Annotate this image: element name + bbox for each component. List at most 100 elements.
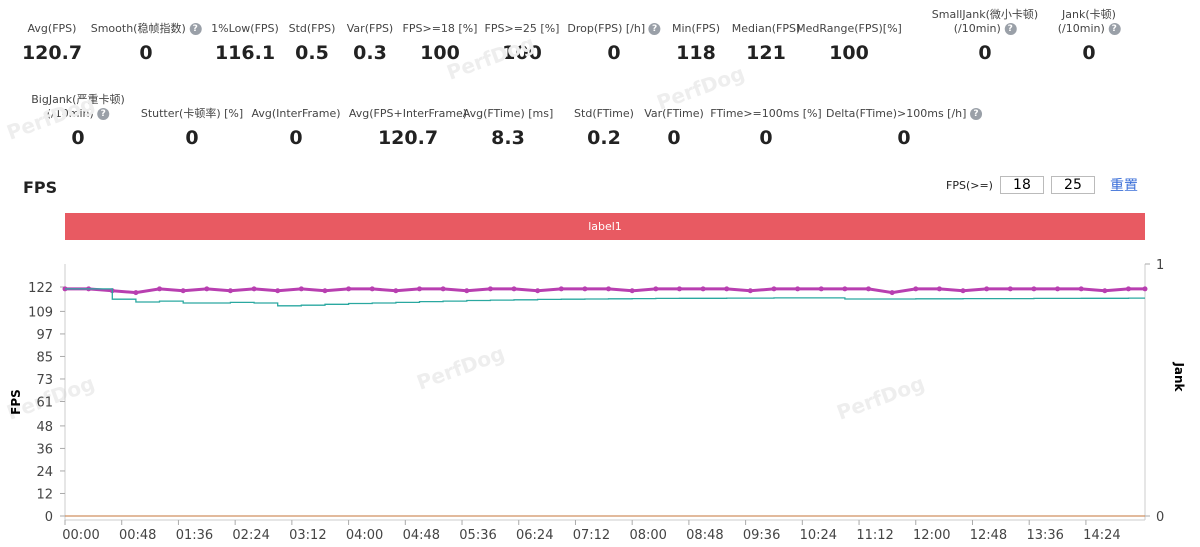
x-tick-label: 01:36 [176, 528, 213, 543]
fps-point [889, 290, 895, 296]
metric-value: 121 [746, 42, 786, 64]
help-icon[interactable]: ? [969, 108, 982, 120]
x-tick-label: 03:12 [289, 528, 326, 543]
fps-point [464, 288, 470, 294]
metric-metrics_row2-6: Var(FTime) 0 [644, 107, 704, 149]
metric-label: Min(FPS) [671, 22, 721, 35]
metric-value: 0 [289, 127, 303, 149]
metric-metrics_row1-7: Drop(FPS) [/h] ? 0 [567, 22, 661, 64]
series-line-1%Low(FPS) [65, 288, 1145, 307]
watermark: PerfDog [414, 341, 508, 395]
metric-label: Drop(FPS) [/h] [567, 22, 646, 35]
y2-axis-label: Jank [1172, 361, 1186, 392]
y-tick-label: 122 [28, 281, 53, 296]
metric-value: 0 [667, 127, 681, 149]
help-icon[interactable]: ? [97, 108, 110, 120]
x-tick-label: 05:36 [459, 528, 496, 543]
x-tick-label: 04:48 [403, 528, 440, 543]
label-bar[interactable]: label1 [65, 213, 1145, 240]
metric-value: 8.3 [491, 127, 525, 149]
fps-point [984, 286, 990, 292]
y-tick-label: 73 [36, 373, 53, 388]
x-tick-label: 08:48 [686, 528, 723, 543]
fps-point [724, 286, 730, 292]
fps-point [133, 290, 139, 296]
metric-label: Jank(卡顿) [1062, 8, 1116, 21]
metric-label: FTime>=100ms [%] [710, 107, 822, 120]
fps-point [535, 288, 541, 294]
fps-point [275, 288, 281, 294]
metric-label-unit: (/10min) [46, 107, 94, 120]
help-icon[interactable]: ? [648, 23, 661, 35]
metric-label: Avg(InterFrame) [251, 107, 341, 120]
fps-threshold-control: FPS(>=) 重置 [946, 175, 1138, 195]
metric-value: 120.7 [377, 127, 439, 149]
metric-label: 1%Low(FPS) [211, 22, 279, 35]
watermark: PerfDog [654, 61, 748, 115]
metric-label: Delta(FTime)>100ms [/h] [826, 107, 967, 120]
fps-point [1078, 286, 1084, 292]
fps-point [416, 286, 422, 292]
help-icon[interactable]: ? [1004, 23, 1017, 35]
metric-value: 0 [759, 127, 773, 149]
x-tick-label: 00:00 [62, 528, 99, 543]
reset-button[interactable]: 重置 [1109, 178, 1138, 194]
metric-value: 0 [607, 42, 621, 64]
fps-point [1102, 288, 1108, 294]
metric-metrics_row2-8: Delta(FTime)>100ms [/h] ? 0 [826, 107, 982, 149]
metric-value: 0 [978, 42, 992, 64]
metric-value: 100 [502, 42, 542, 64]
x-tick-label: 00:48 [119, 528, 156, 543]
fps-point [180, 288, 186, 294]
x-tick-label: 08:00 [629, 528, 666, 543]
fps-point [1125, 286, 1131, 292]
x-tick-label: 09:36 [743, 528, 780, 543]
help-icon[interactable]: ? [189, 23, 202, 35]
metric-metrics_row2-5: Std(FTime) 0.2 [574, 107, 634, 149]
metric-metrics_row1-12: Jank(卡顿) (/10min) ? 0 [1058, 8, 1121, 64]
x-tick-label: 07:12 [573, 528, 610, 543]
metric-label: Var(FTime) [644, 107, 704, 120]
metric-label: MedRange(FPS)[%] [796, 22, 902, 35]
fps-point [227, 288, 233, 294]
metric-label: Smooth(稳帧指数) [90, 22, 186, 35]
fps-point [960, 288, 966, 294]
help-icon[interactable]: ? [1108, 23, 1121, 35]
metric-value: 118 [676, 42, 716, 64]
fps-point [606, 286, 612, 292]
fps-point [1055, 286, 1061, 292]
fps-point [204, 286, 210, 292]
metric-value: 0.5 [295, 42, 329, 64]
series-line-FPS [65, 287, 1145, 295]
metric-label: Std(FTime) [574, 107, 634, 120]
watermark: PerfDog [834, 371, 928, 425]
x-tick-label: 10:24 [800, 528, 837, 543]
metric-metrics_row1-8: Min(FPS) 118 [672, 22, 720, 64]
x-tick-label: 12:00 [913, 528, 950, 543]
metric-label: Avg(FPS+InterFrame) [348, 107, 468, 120]
x-tick-label: 14:24 [1083, 528, 1120, 543]
y-tick-label: 109 [28, 305, 53, 320]
fps-threshold-low-input[interactable] [999, 176, 1044, 194]
x-tick-label: 04:00 [346, 528, 383, 543]
metric-value: 0 [897, 127, 911, 149]
fps-point [1142, 286, 1148, 292]
y2-tick-label: 0 [1156, 510, 1164, 525]
fps-point [440, 286, 446, 292]
y-tick-label: 85 [36, 350, 53, 365]
metric-label: FPS>=18 [%] [402, 22, 478, 35]
metric-value: 0.2 [587, 127, 621, 149]
x-tick-label: 02:24 [232, 528, 269, 543]
metric-metrics_row1-0: Avg(FPS) 120.7 [22, 22, 82, 64]
fps-point [322, 288, 328, 294]
y-tick-label: 61 [36, 396, 53, 411]
metric-value: 0 [1082, 42, 1096, 64]
x-tick-label: 11:12 [856, 528, 893, 543]
fps-threshold-high-input[interactable] [1050, 176, 1095, 194]
y-tick-label: 97 [36, 328, 53, 343]
metric-label: Avg(FTime) [ms] [462, 107, 554, 120]
y-tick-label: 36 [36, 442, 53, 457]
fps-point [1007, 286, 1013, 292]
metric-label: Stutter(卡顿率) [%] [140, 107, 244, 120]
